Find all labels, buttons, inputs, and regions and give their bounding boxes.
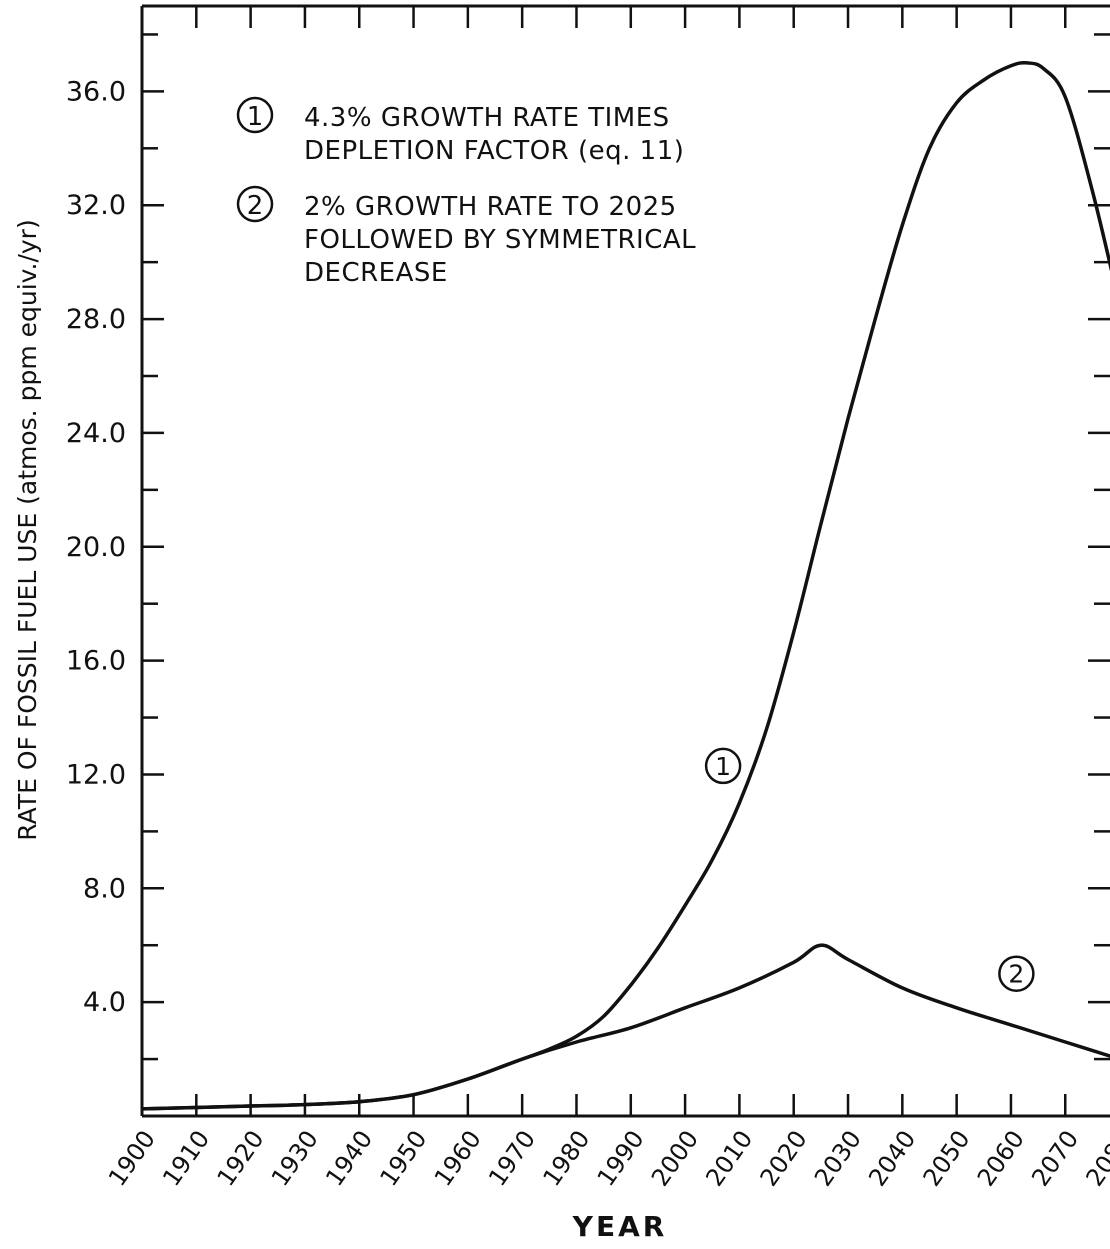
legend-marker-circle <box>236 185 274 223</box>
plot-frame-group <box>140 4 1110 1118</box>
legend-marker-circle <box>236 96 274 134</box>
legend-text-line: DECREASE <box>304 258 448 288</box>
x-tick-label: 2040 <box>863 1125 921 1191</box>
x-tick-label: 1960 <box>429 1125 487 1191</box>
x-tick-label: 1940 <box>320 1125 378 1191</box>
legend-text-line: 2% GROWTH RATE TO 2025 <box>304 192 677 222</box>
x-tick-label: 2060 <box>972 1125 1030 1191</box>
x-tick-label: 2020 <box>755 1125 813 1191</box>
legend-marker-number: 1 <box>247 102 264 132</box>
x-tick-label: 1990 <box>592 1125 650 1191</box>
y-axis: 4.0 8.0 12.0 16.0 20.0 24.0 28.0 32.0 36.0 <box>66 33 1110 1061</box>
y-tick-label: 8.0 <box>83 873 126 904</box>
y-axis-label: RATE OF FOSSIL FUEL USE (atmos. ppm equi… <box>13 219 42 840</box>
x-tick-label: 1910 <box>157 1125 215 1191</box>
curve-labels: 12 <box>704 747 1035 992</box>
legend-text-line: FOLLOWED BY SYMMETRICAL <box>304 225 696 255</box>
x-tick-label: 1970 <box>483 1125 541 1191</box>
x-tick-label: 1950 <box>374 1125 432 1191</box>
y-tick-label: 24.0 <box>66 418 126 449</box>
x-tick-label: 2070 <box>1026 1125 1084 1191</box>
legend-marker-number: 2 <box>247 191 264 221</box>
y-tick-label: 12.0 <box>66 759 126 790</box>
y-tick-label: 36.0 <box>66 76 126 107</box>
x-tick-label: 1920 <box>212 1125 270 1191</box>
x-tick-label: 2080 <box>1081 1125 1110 1191</box>
legend-text-line: 4.3% GROWTH RATE TIMES <box>304 103 670 133</box>
x-tick-label: 1930 <box>266 1125 324 1191</box>
x-tick-label: 2030 <box>809 1125 867 1191</box>
legend-text-line: DEPLETION FACTOR (eq. 11) <box>304 136 684 166</box>
x-tick-label: 2010 <box>700 1125 758 1191</box>
y-tick-label: 20.0 <box>66 532 126 563</box>
series-line-2 <box>142 943 1110 1111</box>
y-tick-label: 16.0 <box>66 646 126 677</box>
y-tick-label: 32.0 <box>66 190 126 221</box>
curve-label-circle <box>998 955 1035 992</box>
x-tick-label: 2000 <box>646 1125 704 1191</box>
x-tick-label: 1900 <box>103 1125 161 1191</box>
x-axis-label: YEAR <box>572 1210 668 1243</box>
curve-label-number: 2 <box>1008 960 1024 989</box>
x-tick-label: 1980 <box>537 1125 595 1191</box>
curve-label-circle <box>704 747 742 785</box>
x-tick-label: 2050 <box>918 1125 976 1191</box>
y-tick-label: 28.0 <box>66 304 126 335</box>
series-group <box>142 60 1110 1111</box>
curve-label-number: 1 <box>715 752 731 781</box>
y-tick-label: 4.0 <box>83 987 126 1018</box>
